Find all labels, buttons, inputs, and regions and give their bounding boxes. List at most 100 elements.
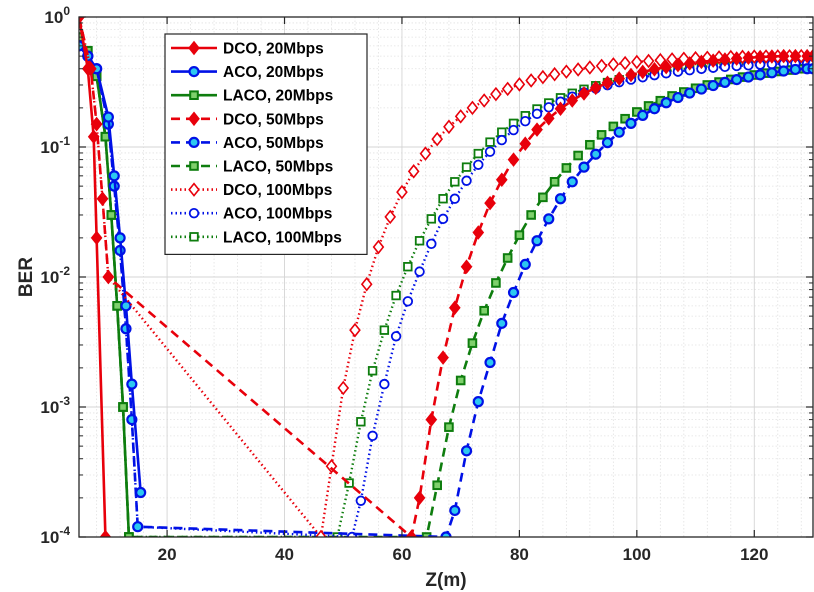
legend-label: DCO, 20Mbps	[223, 41, 324, 58]
data-point-laco-100mbps	[379, 325, 390, 335]
data-point-aco-100mbps	[449, 193, 461, 204]
data-point-dco-50mbps	[719, 52, 731, 67]
data-point-laco-50mbps	[455, 375, 466, 386]
data-point-dco-100mbps	[315, 529, 327, 537]
legend-item: ACO, 20Mbps	[171, 64, 324, 81]
legend-item: DCO, 20Mbps	[171, 41, 324, 58]
y-tick-label: 100	[44, 4, 70, 27]
data-point-laco-100mbps	[403, 262, 413, 272]
data-point-aco-50mbps	[648, 103, 661, 115]
data-point-dco-50mbps	[102, 269, 115, 285]
y-tick-label: 10-3	[40, 394, 70, 417]
data-point-dco-50mbps	[484, 195, 496, 211]
data-point-dco-50mbps	[648, 62, 661, 77]
data-point-aco-50mbps	[531, 235, 543, 247]
legend-item: DCO, 50Mbps	[171, 111, 324, 128]
data-point-aco-100mbps	[496, 134, 507, 146]
data-point-aco-100mbps	[461, 175, 472, 186]
legend-item: LACO, 100Mbps	[171, 229, 342, 246]
legend-label: DCO, 100Mbps	[223, 182, 332, 199]
data-point-aco-100mbps	[473, 159, 484, 170]
data-point-dco-50mbps	[613, 71, 626, 86]
data-point-dco-50mbps	[601, 75, 614, 91]
data-point-dco-100mbps	[501, 81, 514, 97]
data-point-laco-50mbps	[596, 130, 607, 140]
data-point-aco-100mbps	[484, 146, 496, 157]
data-point-dco-50mbps	[437, 350, 449, 365]
data-point-dco-50mbps	[636, 64, 649, 80]
data-point-dco-50mbps	[789, 48, 802, 64]
data-point-aco-100mbps	[402, 296, 414, 307]
data-point-laco-100mbps	[367, 366, 378, 376]
data-point-laco-50mbps	[573, 150, 583, 161]
data-point-laco-50mbps	[502, 253, 513, 263]
x-tick-label: 100	[623, 545, 651, 564]
data-point-aco-100mbps	[367, 430, 378, 442]
data-point-laco-50mbps	[608, 121, 619, 132]
legend-swatch-marker	[189, 90, 199, 101]
data-point-dco-100mbps	[537, 69, 549, 85]
data-point-dco-50mbps	[519, 136, 532, 151]
y-axis-label: BER	[16, 257, 37, 297]
data-point-aco-50mbps	[460, 445, 473, 457]
data-point-dco-20mbps	[81, 61, 94, 77]
data-point-aco-50mbps	[440, 531, 452, 537]
legend-swatch-marker	[188, 207, 200, 219]
data-point-dco-100mbps	[560, 64, 573, 79]
data-point-dco-100mbps	[584, 60, 596, 75]
data-point-aco-50mbps	[543, 213, 555, 225]
data-point-dco-100mbps	[396, 184, 408, 200]
legend-label: LACO, 50Mbps	[223, 159, 333, 176]
data-point-laco-50mbps	[514, 230, 525, 240]
series-aco-50mbps	[79, 40, 813, 537]
legend-swatch-marker	[188, 40, 200, 56]
data-point-aco-50mbps	[789, 63, 801, 76]
legend-label: DCO, 50Mbps	[223, 111, 324, 128]
data-point-laco-100mbps	[485, 137, 495, 147]
data-point-aco-50mbps	[484, 356, 496, 369]
data-point-dco-100mbps	[337, 380, 350, 396]
data-point-dco-50mbps	[96, 191, 109, 207]
data-point-laco-50mbps	[444, 422, 454, 432]
series-dco-20mbps	[79, 17, 112, 537]
data-point-dco-100mbps	[642, 53, 655, 69]
y-tick-labels: 100 10-1 10-2 10-3 10-4	[40, 4, 70, 547]
axis-ticks	[79, 16, 813, 538]
data-point-laco-100mbps	[426, 214, 437, 224]
data-point-dco-50mbps	[566, 93, 579, 108]
legend-label: ACO, 100Mbps	[223, 206, 332, 223]
data-point-dco-50mbps	[542, 111, 555, 126]
data-point-dco-50mbps	[495, 172, 508, 188]
data-point-aco-50mbps	[472, 396, 484, 408]
data-point-dco-100mbps	[619, 55, 631, 71]
data-point-dco-50mbps	[683, 56, 696, 71]
data-point-laco-50mbps	[538, 192, 548, 203]
data-point-dco-50mbps	[766, 49, 778, 64]
x-tick-label: 80	[510, 545, 529, 564]
data-point-aco-20mbps	[120, 300, 132, 312]
data-point-aco-50mbps	[132, 521, 144, 533]
legend-item: ACO, 100Mbps	[171, 206, 332, 223]
data-point-aco-100mbps	[520, 115, 531, 127]
data-point-aco-100mbps	[508, 124, 519, 136]
data-point-dco-50mbps	[448, 300, 461, 316]
data-point-dco-50mbps	[625, 67, 637, 83]
data-point-aco-100mbps	[355, 495, 367, 506]
data-point-dco-100mbps	[548, 66, 561, 82]
data-point-aco-50mbps	[519, 258, 531, 271]
legend-item: LACO, 20Mbps	[171, 88, 333, 105]
data-point-laco-50mbps	[491, 278, 501, 288]
legend-swatch-marker	[188, 111, 200, 127]
data-point-laco-100mbps	[414, 236, 425, 246]
data-point-aco-100mbps	[543, 102, 554, 113]
data-point-laco-20mbps	[118, 402, 128, 412]
data-point-aco-100mbps	[437, 213, 449, 225]
data-point-dco-50mbps	[507, 152, 520, 167]
legend-label: ACO, 50Mbps	[223, 135, 324, 152]
data-point-aco-50mbps	[754, 69, 766, 81]
data-point-aco-100mbps	[426, 238, 437, 250]
data-point-dco-50mbps	[472, 225, 485, 240]
legend-item: LACO, 50Mbps	[171, 159, 333, 176]
data-point-dco-20mbps	[90, 230, 103, 246]
data-point-laco-50mbps	[549, 176, 560, 187]
